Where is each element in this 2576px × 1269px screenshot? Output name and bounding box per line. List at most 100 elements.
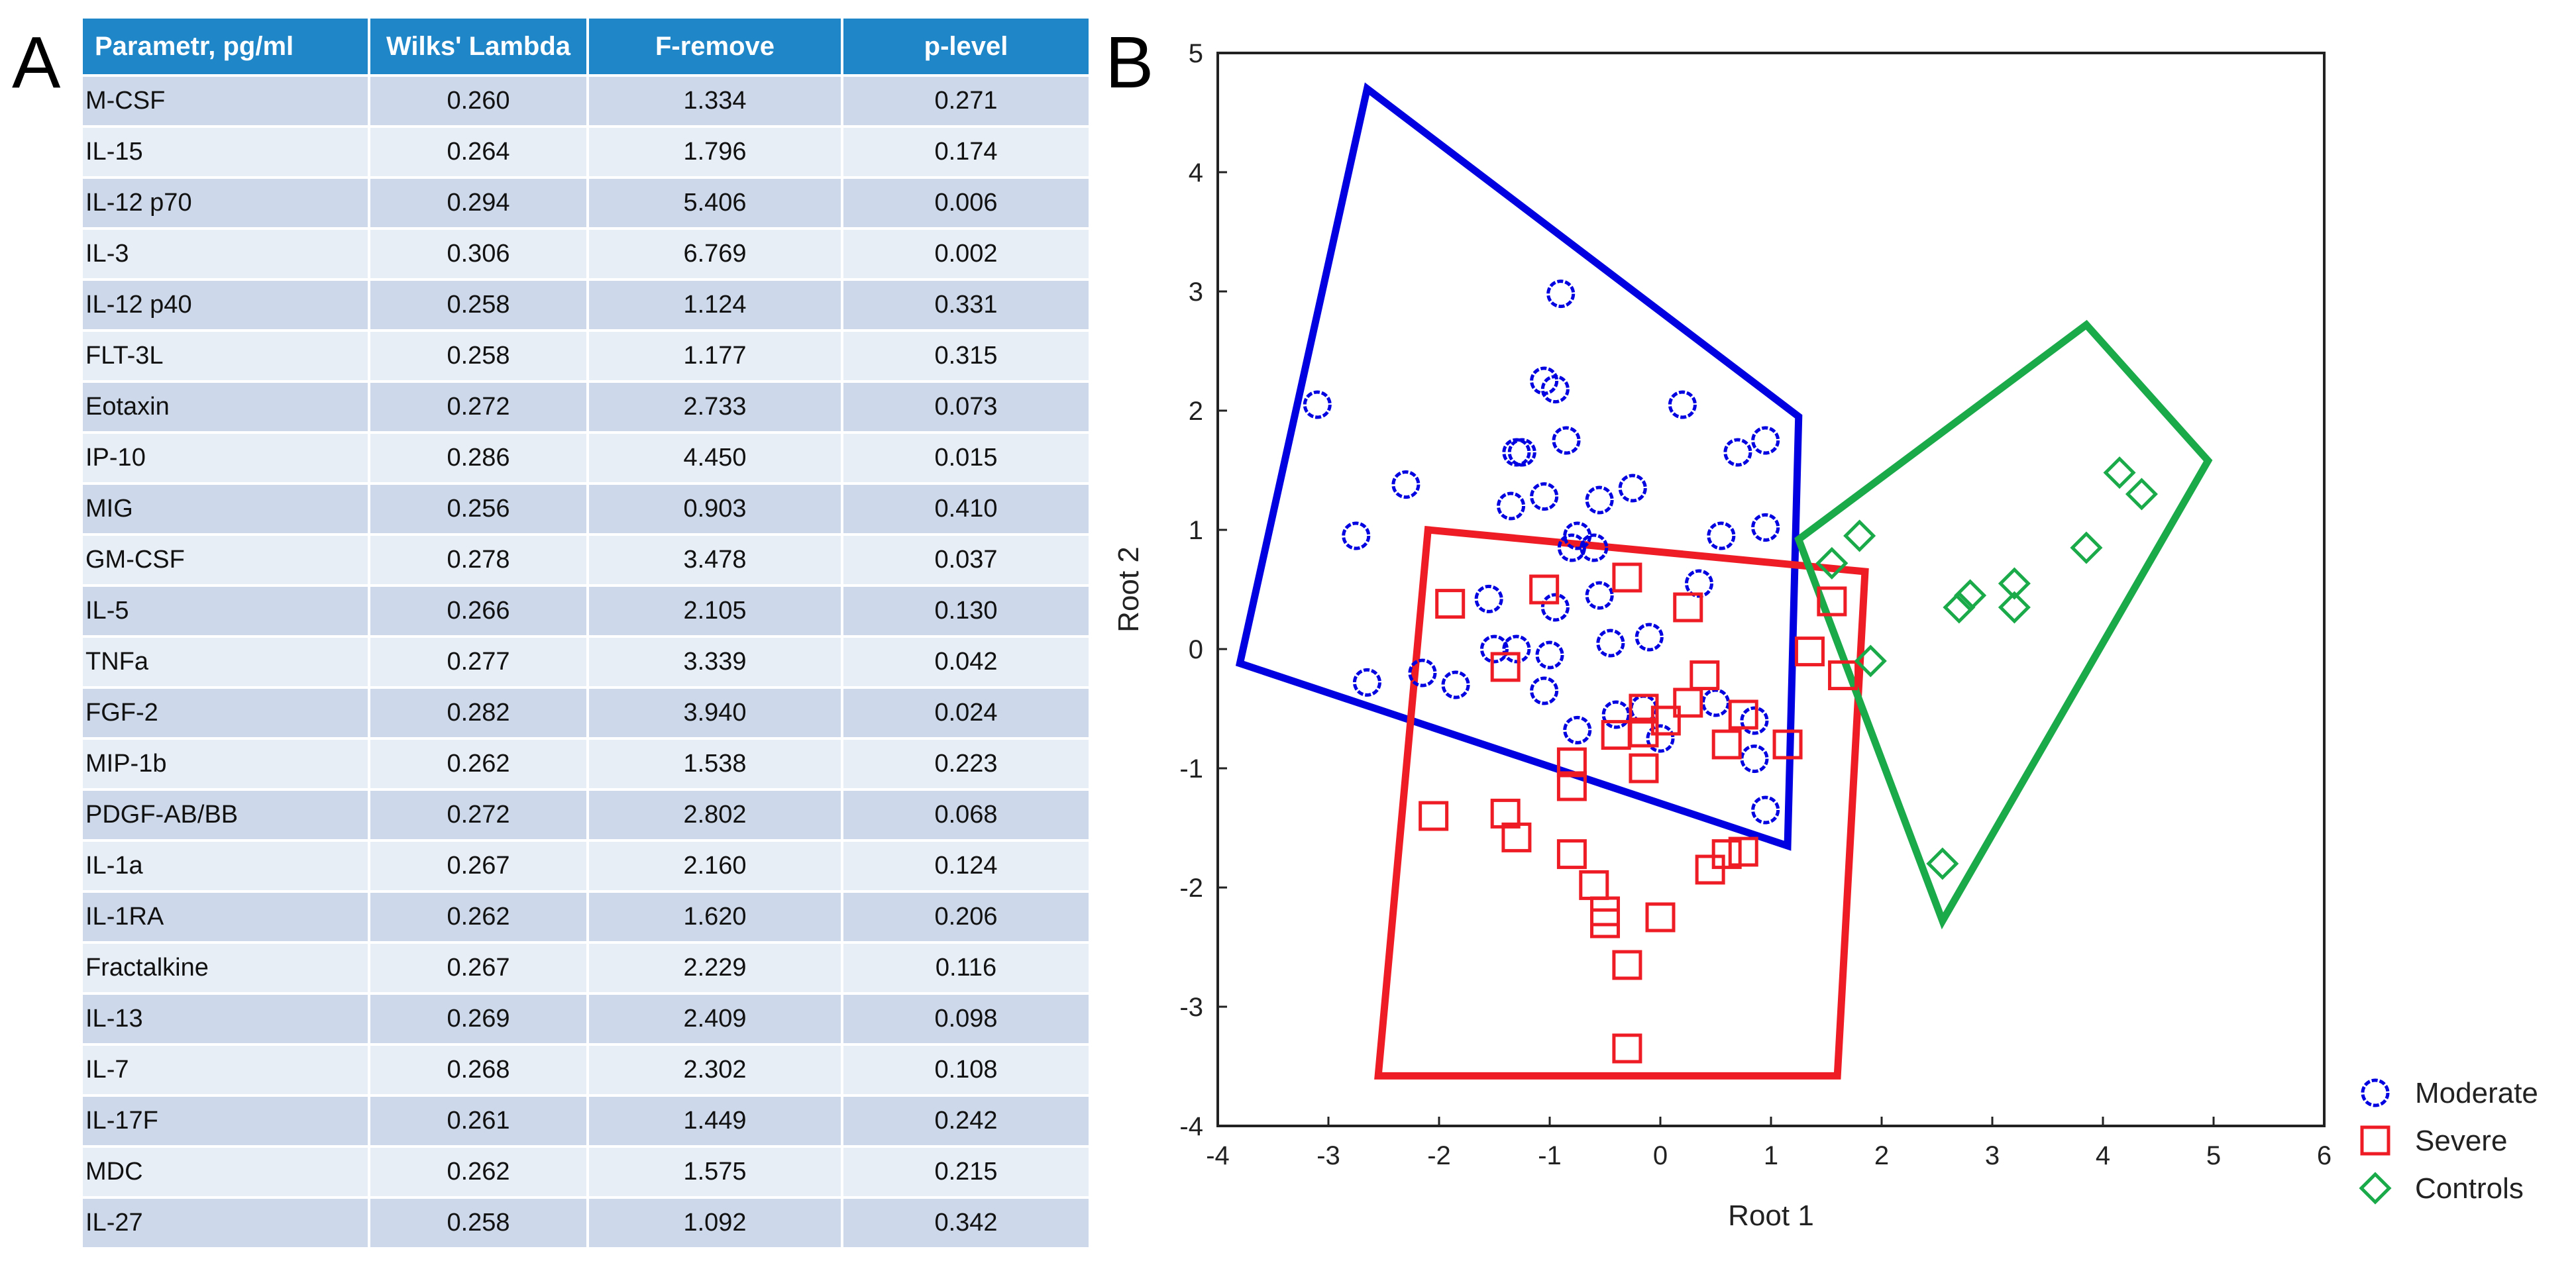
cell-f-remove: 4.450: [588, 431, 843, 483]
moderate-point: [1723, 438, 1752, 467]
y-axis-title: Root 2: [1112, 546, 1145, 633]
cell-f-remove: 1.449: [588, 1094, 843, 1146]
cell-wilks-lambda: 0.258: [369, 329, 589, 381]
cell-parameter: IL-3: [83, 227, 370, 279]
severe-point: [1711, 729, 1742, 760]
legend-controls-label: Controls: [2415, 1172, 2524, 1205]
moderate-point: [1352, 668, 1381, 697]
moderate-point: [1740, 706, 1769, 735]
moderate-point: [1751, 795, 1780, 825]
severe-point: [1629, 753, 1659, 784]
table-row: IL-1a 0.267 2.160 0.124: [83, 839, 1091, 891]
cell-parameter: FGF-2: [83, 686, 370, 738]
moderate-point: [1535, 640, 1564, 670]
cell-parameter: M-CSF: [83, 74, 370, 127]
controls-point: [2125, 478, 2158, 511]
cell-f-remove: 1.334: [588, 74, 843, 127]
cell-parameter: IL-27: [83, 1196, 370, 1247]
table-row: IP-10 0.286 4.450 0.015: [83, 431, 1091, 483]
cell-f-remove: 1.575: [588, 1145, 843, 1197]
severe-point: [1711, 839, 1742, 870]
table-row: MDC 0.262 1.575 0.215: [83, 1145, 1091, 1197]
cell-p-level: 0.410: [842, 482, 1091, 534]
x-tick-label: 6: [2317, 1141, 2332, 1170]
cell-wilks-lambda: 0.256: [369, 482, 589, 534]
cell-wilks-lambda: 0.262: [369, 737, 589, 789]
severe-point: [1501, 822, 1532, 852]
y-tick-label: -4: [1179, 1112, 1203, 1141]
cell-parameter: TNFa: [83, 635, 370, 687]
severe-point: [1419, 801, 1449, 831]
cell-parameter: Fractalkine: [83, 941, 370, 993]
cell-f-remove: 3.940: [588, 686, 843, 738]
legend-moderate-marker: [2361, 1078, 2390, 1107]
legend-severe-marker: [2360, 1125, 2390, 1156]
x-tick-label: 5: [2206, 1141, 2221, 1170]
table-row: IL-7 0.268 2.302 0.108: [83, 1043, 1091, 1095]
severe-point: [1556, 771, 1587, 801]
cell-p-level: 0.331: [842, 278, 1091, 330]
cell-f-remove: 2.229: [588, 941, 843, 993]
y-tick-label: 1: [1189, 516, 1203, 545]
panel-label-a: A: [12, 22, 61, 103]
cell-parameter: Eotaxin: [83, 380, 370, 432]
x-tick-label: -4: [1206, 1141, 1230, 1170]
severe-point: [1612, 1033, 1642, 1064]
cell-p-level: 0.215: [842, 1145, 1091, 1197]
cell-p-level: 0.242: [842, 1094, 1091, 1146]
controls-point: [1998, 567, 2031, 600]
cell-wilks-lambda: 0.258: [369, 278, 589, 330]
moderate-point: [1540, 593, 1570, 622]
header-f-remove: F-remove: [588, 19, 843, 76]
controls-point: [2070, 531, 2103, 564]
severe-point: [1490, 652, 1521, 682]
moderate-point: [1684, 569, 1713, 598]
moderate-point: [1618, 474, 1647, 503]
statistics-table: Parametr, pg/ml Wilks' Lambda F-remove p…: [83, 19, 1091, 1247]
moderate-point: [1751, 426, 1780, 455]
moderate-point: [1303, 390, 1332, 419]
severe-point: [1794, 636, 1825, 667]
cell-f-remove: 6.769: [588, 227, 843, 279]
moderate-point: [1546, 279, 1576, 309]
x-tick-label: -3: [1316, 1141, 1340, 1170]
legend-moderate-label: Moderate: [2415, 1077, 2538, 1109]
cytokine-table: Parametr, pg/ml Wilks' Lambda F-remove p…: [83, 19, 1091, 1247]
y-tick-label: 0: [1189, 635, 1203, 664]
severe-hull: [1374, 525, 1869, 1080]
legend: Moderate Severe Controls: [2359, 1077, 2538, 1205]
cell-p-level: 0.042: [842, 635, 1091, 687]
cell-f-remove: 1.124: [588, 278, 843, 330]
cell-wilks-lambda: 0.278: [369, 533, 589, 585]
cell-f-remove: 3.478: [588, 533, 843, 585]
cell-p-level: 0.206: [842, 890, 1091, 942]
table-row: M-CSF 0.260 1.334 0.271: [83, 74, 1091, 127]
cell-p-level: 0.174: [842, 125, 1091, 178]
table-row: IL-13 0.269 2.409 0.098: [83, 992, 1091, 1044]
moderate-point: [1342, 521, 1371, 550]
x-tick-label: -2: [1427, 1141, 1451, 1170]
cell-parameter: IP-10: [83, 431, 370, 483]
severe-point: [1673, 687, 1703, 718]
cell-f-remove: 2.160: [588, 839, 843, 891]
cell-wilks-lambda: 0.267: [369, 941, 589, 993]
cell-p-level: 0.116: [842, 941, 1091, 993]
table-row: MIG 0.256 0.903 0.410: [83, 482, 1091, 534]
cell-p-level: 0.068: [842, 788, 1091, 840]
y-tick-label: -3: [1179, 993, 1203, 1022]
controls-hull: [1794, 319, 2213, 930]
cell-parameter: IL-13: [83, 992, 370, 1044]
severe-point: [1817, 586, 1847, 617]
moderate-hull: [1235, 82, 1803, 851]
cell-p-level: 0.098: [842, 992, 1091, 1044]
cell-wilks-lambda: 0.294: [369, 176, 589, 228]
moderate-point: [1646, 724, 1675, 753]
severe-point: [1556, 839, 1587, 870]
cell-wilks-lambda: 0.258: [369, 1196, 589, 1247]
cell-wilks-lambda: 0.267: [369, 839, 589, 891]
cell-parameter: PDGF-AB/BB: [83, 788, 370, 840]
severe-point: [1728, 837, 1758, 867]
cell-wilks-lambda: 0.262: [369, 890, 589, 942]
severe-point: [1695, 854, 1725, 885]
moderate-point: [1391, 470, 1421, 499]
